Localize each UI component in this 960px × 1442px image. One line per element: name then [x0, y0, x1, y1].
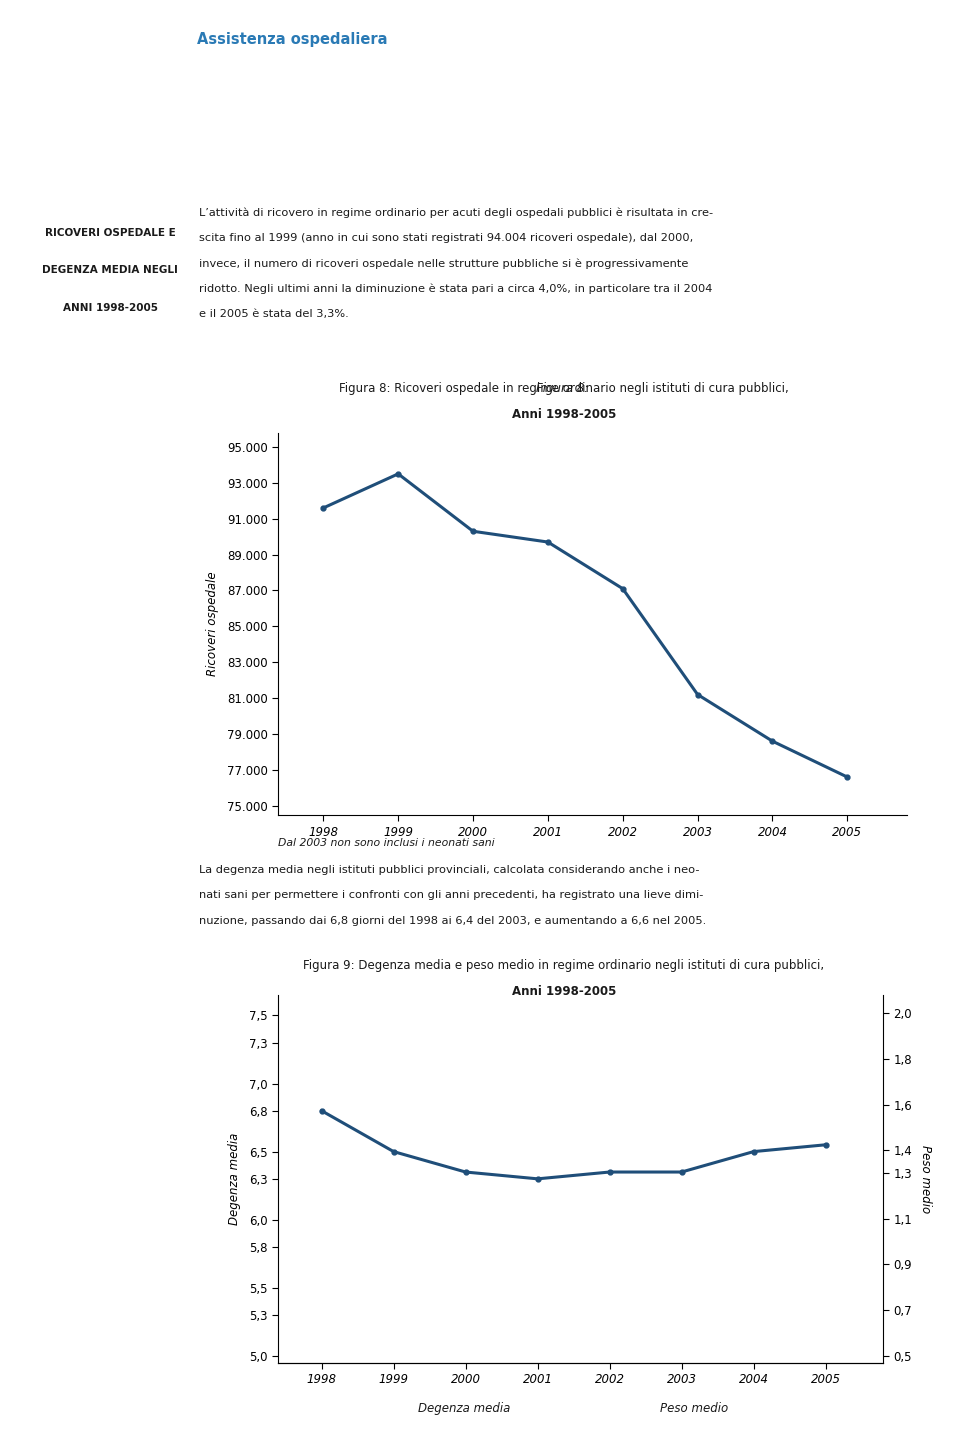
Text: 244: 244	[5, 1407, 32, 1422]
Peso medio	[820, 114, 831, 131]
Degenza media	[820, 1136, 831, 1154]
Text: e il 2005 è stata del 3,3%.: e il 2005 è stata del 3,3%.	[199, 309, 348, 319]
Peso medio	[676, 118, 687, 136]
Text: ridotto. Negli ultimi anni la diminuzione è stata pari a circa 4,0%, in particol: ridotto. Negli ultimi anni la diminuzion…	[199, 283, 712, 294]
Text: nati sani per permettere i confronti con gli anni precedenti, ha registrato una : nati sani per permettere i confronti con…	[199, 890, 703, 900]
Peso medio	[460, 137, 471, 154]
Degenza media	[388, 1144, 399, 1161]
Degenza media	[604, 1164, 615, 1181]
Text: Degenza media: Degenza media	[419, 1402, 511, 1416]
Y-axis label: Degenza media: Degenza media	[228, 1132, 241, 1226]
Text: ANNI 1998-2005: ANNI 1998-2005	[63, 303, 157, 313]
Text: La degenza media negli istituti pubblici provinciali, calcolata considerando anc: La degenza media negli istituti pubblici…	[199, 865, 699, 875]
Text: nuzione, passando dai 6,8 giorni del 1998 ai 6,4 del 2003, e aumentando a 6,6 ne: nuzione, passando dai 6,8 giorni del 199…	[199, 916, 706, 926]
Text: Figura 9: Degenza media e peso medio in regime ordinario negli istituti di cura : Figura 9: Degenza media e peso medio in …	[303, 959, 825, 972]
Peso medio	[748, 118, 759, 136]
Y-axis label: Ricoveri ospedale: Ricoveri ospedale	[205, 571, 219, 676]
Peso medio	[388, 164, 399, 182]
Text: Peso medio: Peso medio	[660, 1402, 729, 1416]
Text: Figura 8:: Figura 8:	[536, 382, 592, 395]
Text: invece, il numero di ricoveri ospedale nelle strutture pubbliche si è progressiv: invece, il numero di ricoveri ospedale n…	[199, 258, 688, 268]
Degenza media	[676, 1164, 687, 1181]
Text: RICOVERI OSPEDALE E: RICOVERI OSPEDALE E	[45, 228, 176, 238]
Degenza media	[748, 1144, 759, 1161]
Line: Degenza media: Degenza media	[319, 1109, 828, 1181]
Text: Figura 8: Ricoveri ospedale in regime ordinario negli istituti di cura pubblici,: Figura 8: Ricoveri ospedale in regime or…	[339, 382, 789, 395]
Text: Dal 2003 non sono inclusi i neonati sani: Dal 2003 non sono inclusi i neonati sani	[278, 838, 495, 848]
Text: DEGENZA MEDIA NEGLI: DEGENZA MEDIA NEGLI	[42, 265, 179, 275]
Line: Peso medio: Peso medio	[391, 120, 828, 174]
Text: scita fino al 1999 (anno in cui sono stati registrati 94.004 ricoveri ospedale),: scita fino al 1999 (anno in cui sono sta…	[199, 232, 693, 242]
Peso medio	[604, 125, 615, 143]
Degenza media	[460, 1164, 471, 1181]
Text: Assistenza ospedaliera: Assistenza ospedaliera	[197, 32, 387, 46]
Peso medio	[532, 137, 543, 154]
Degenza media	[316, 1102, 327, 1119]
Text: Anni 1998-2005: Anni 1998-2005	[512, 408, 616, 421]
Y-axis label: Peso medio: Peso medio	[919, 1145, 932, 1213]
Text: L’attività di ricovero in regime ordinario per acuti degli ospedali pubblici è r: L’attività di ricovero in regime ordinar…	[199, 208, 713, 218]
Degenza media	[532, 1171, 543, 1188]
Text: Anni 1998-2005: Anni 1998-2005	[512, 985, 616, 998]
